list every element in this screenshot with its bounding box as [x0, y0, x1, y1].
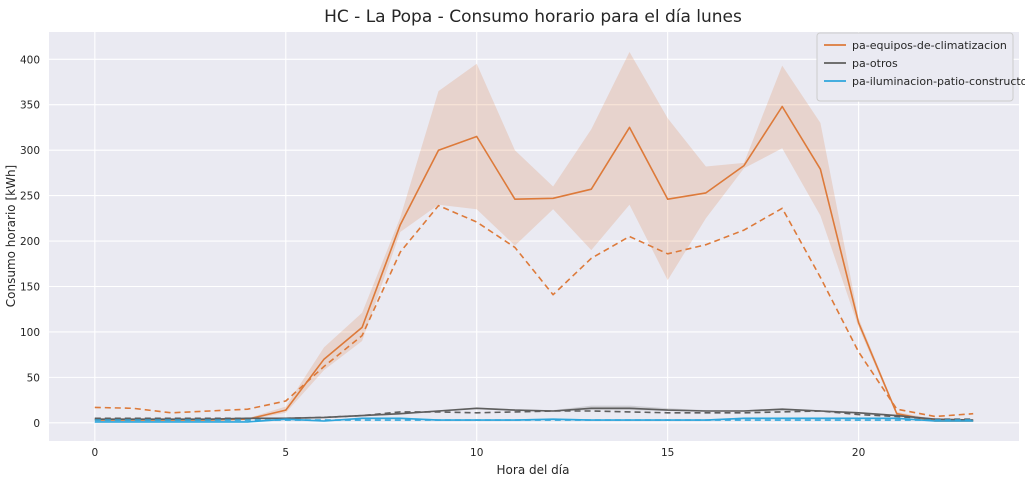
series-line-dashed-1 [94, 204, 974, 418]
y-tick-label: 100 [20, 327, 40, 339]
x-axis-label: Hora del día [497, 463, 570, 477]
legend: pa-equipos-de-climatizacion pa-otros pa-il… [816, 32, 1025, 102]
chart-title: HC - La Popa - Consumo horario para el d… [324, 7, 742, 27]
x-tick-label: 15 [661, 447, 674, 459]
y-tick-label: 400 [20, 54, 40, 66]
y-tick-label: 150 [20, 281, 40, 293]
y-tick-label: 200 [20, 236, 40, 248]
legend-label: pa-iluminacion-patio-constructor [852, 75, 1025, 88]
legend-label: pa-otros [852, 57, 898, 70]
x-tick-label: 5 [282, 447, 289, 459]
x-tick-label: 10 [470, 447, 483, 459]
series-line-dashed-3 [94, 410, 974, 421]
y-tick-label: 350 [20, 100, 40, 112]
x-tick-label: 20 [852, 447, 865, 459]
series-line-0 [94, 105, 974, 422]
gridlines [49, 32, 1019, 441]
y-tick-label: 300 [20, 145, 40, 157]
legend-label: pa-equipos-de-climatizacion [852, 39, 1007, 52]
legend-box [816, 32, 1014, 102]
series-line-4 [94, 417, 974, 423]
y-tick-label: 250 [20, 191, 40, 203]
x-tick-label: 0 [91, 447, 98, 459]
series-lines [94, 105, 974, 423]
y-tick-label: 50 [27, 372, 40, 384]
series-band-0 [94, 52, 974, 422]
y-axis-label: Consumo horario [kWh] [4, 165, 18, 307]
y-tick-label: 0 [33, 418, 40, 430]
